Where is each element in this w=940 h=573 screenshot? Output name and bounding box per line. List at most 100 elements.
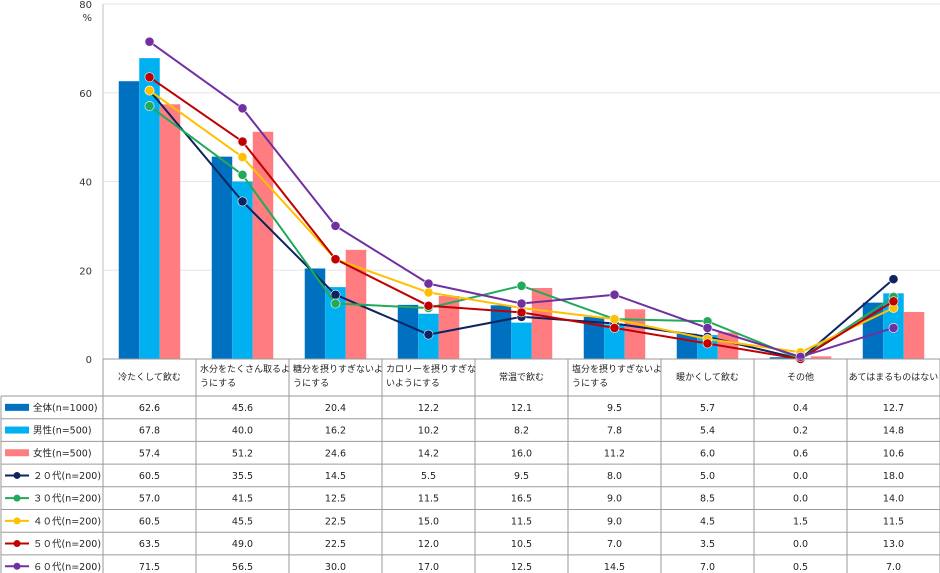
bar — [676, 333, 698, 359]
table-cell-value: 40.0 — [232, 426, 253, 437]
table-cell-value: 5.4 — [700, 426, 715, 437]
table-cell-value: 24.6 — [325, 448, 346, 459]
category-label: あてはまるものはない — [849, 372, 939, 383]
line-point — [330, 254, 341, 265]
category-label-line: うにする — [572, 378, 608, 389]
table-cell-value: 18.0 — [883, 471, 904, 482]
table-cell-value: 9.0 — [607, 494, 622, 505]
bar — [717, 332, 739, 359]
line-point — [516, 298, 527, 309]
line-point — [609, 289, 620, 300]
category-label: 水分をたくさん取るようにする — [200, 363, 290, 389]
line-point — [237, 103, 248, 114]
table-cell-value: 16.0 — [511, 448, 532, 459]
legend-label: ５０代(n=200) — [33, 539, 101, 550]
bar — [511, 322, 532, 359]
bar — [531, 288, 553, 359]
y-tick-label: 80 — [79, 0, 92, 11]
table-cell-value: 67.8 — [139, 426, 160, 437]
table-cell-value: 16.2 — [325, 426, 346, 437]
bar — [232, 181, 253, 359]
legend-key-marker — [13, 517, 21, 525]
table-cell-value: 20.4 — [325, 403, 346, 414]
category-label-line: 水分をたくさん取るよ — [200, 363, 290, 375]
table-cell-value: 5.0 — [700, 471, 715, 482]
line-point — [237, 152, 248, 162]
table-cell-value: 11.5 — [511, 516, 532, 527]
line-point — [423, 278, 434, 289]
legend-label: ４０代(n=200) — [33, 516, 101, 527]
bar — [810, 356, 832, 359]
legend-key-marker — [13, 562, 21, 570]
table-cell-value: 1.5 — [793, 516, 808, 527]
bar — [159, 104, 181, 359]
table-cell-value: 5.7 — [700, 403, 715, 414]
line-point — [609, 323, 620, 333]
bar — [397, 304, 419, 359]
category-label-line: 糖分を摂りすぎないよ — [293, 363, 383, 375]
legend-key — [5, 426, 29, 434]
category-label: 冷たくして飲む — [118, 371, 181, 383]
table-cell-value: 14.2 — [418, 448, 439, 459]
table-cell-value: 8.0 — [607, 471, 622, 482]
category-label-line: うにする — [293, 378, 329, 389]
category-label-line: 塩分を摂りすぎないよ — [572, 363, 662, 375]
table-cell-value: 9.0 — [607, 516, 622, 527]
line-point — [888, 296, 899, 307]
table-cell-value: 60.5 — [139, 516, 160, 527]
line-point — [237, 169, 248, 180]
bar — [604, 324, 625, 359]
table-cell-value: 11.2 — [604, 448, 625, 459]
table-cell-value: 71.5 — [139, 562, 160, 573]
line-point — [144, 72, 155, 83]
bar — [438, 295, 460, 359]
table-cell-value: 3.5 — [700, 539, 715, 550]
table-cell-value: 12.1 — [511, 403, 532, 414]
table-cell-value: 0.5 — [793, 562, 808, 573]
table-cell-value: 11.5 — [883, 516, 904, 527]
table-cell-value: 22.5 — [325, 516, 346, 527]
line-point — [702, 338, 713, 349]
table-cell-value: 7.0 — [607, 539, 622, 550]
category-label: カロリーを摂りすぎないようにする — [386, 363, 476, 389]
legend-label: 女性(n=500) — [33, 447, 92, 459]
bar — [118, 81, 140, 360]
table-cell-value: 0.0 — [793, 471, 808, 482]
line-point — [609, 314, 620, 324]
line-point — [888, 323, 899, 333]
table-cell-value: 14.5 — [604, 562, 625, 573]
table-cell-value: 14.5 — [325, 471, 346, 482]
table-cell-value: 0.0 — [793, 539, 808, 550]
legend-key-marker — [13, 471, 21, 479]
table-cell-value: 51.2 — [232, 448, 253, 459]
table-cell-value: 35.5 — [232, 471, 253, 482]
bar — [624, 309, 646, 359]
table-cell-value: 57.4 — [139, 448, 160, 459]
line-point — [516, 307, 527, 318]
line-point — [237, 196, 248, 207]
line-point — [795, 351, 806, 362]
table-cell-value: 15.0 — [418, 516, 439, 527]
category-label: 塩分を摂りすぎないようにする — [572, 363, 662, 389]
table-cell-value: 60.5 — [139, 471, 160, 482]
bar — [304, 268, 326, 359]
table-cell-value: 10.5 — [511, 539, 532, 550]
bar — [139, 58, 160, 359]
legend-key — [5, 403, 29, 411]
table-cell-value: 4.5 — [700, 516, 715, 527]
table-cell-value: 41.5 — [232, 494, 253, 505]
table-cell-value: 8.2 — [514, 426, 529, 437]
y-tick-label: 40 — [79, 178, 92, 189]
table-cell-value: 45.6 — [232, 403, 253, 414]
legend-key-marker — [13, 494, 21, 502]
bar — [583, 316, 605, 359]
bar — [211, 156, 233, 359]
table-cell-value: 0.4 — [793, 403, 808, 414]
category-label: その他 — [787, 371, 814, 383]
table-cell-value: 9.5 — [607, 403, 622, 414]
table-cell-value: 45.5 — [232, 516, 253, 527]
y-axis-unit: % — [82, 13, 92, 24]
bar — [252, 131, 274, 359]
table-cell-value: 12.7 — [883, 403, 904, 414]
